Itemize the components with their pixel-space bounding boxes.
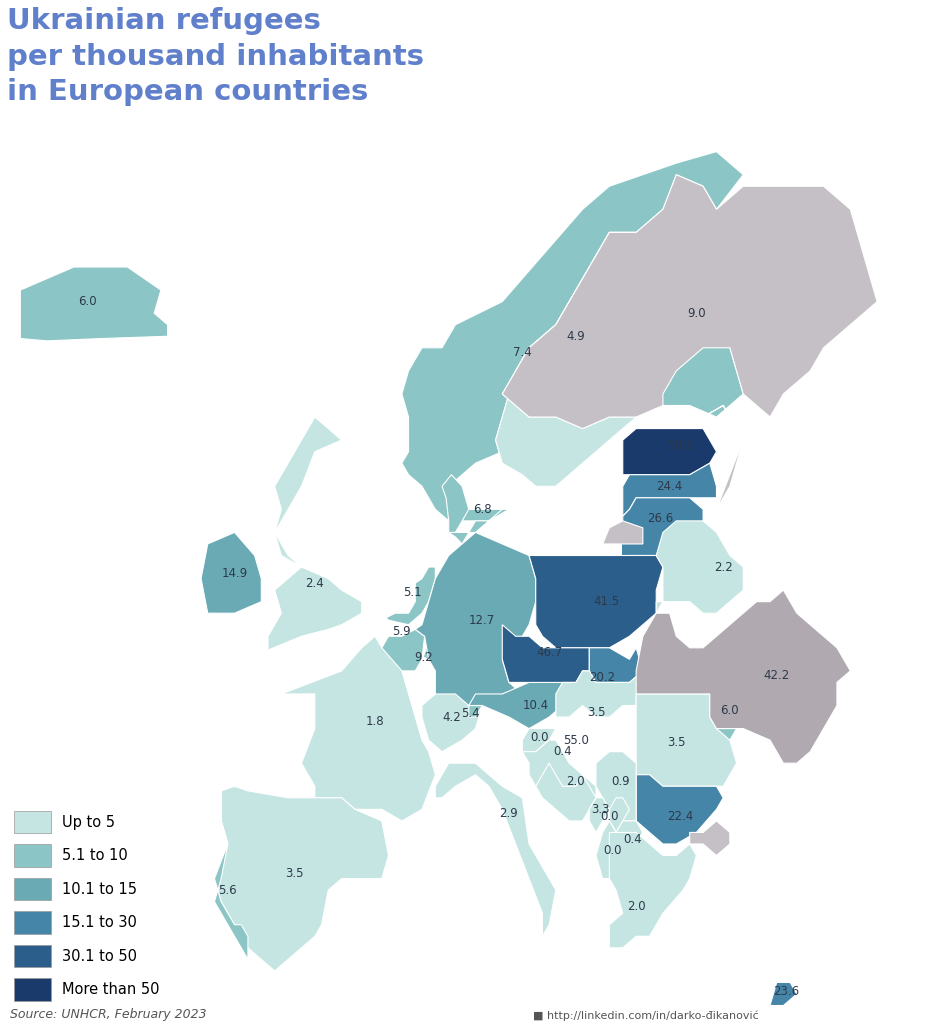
- Text: 9.0: 9.0: [687, 306, 706, 319]
- Polygon shape: [281, 636, 436, 821]
- Polygon shape: [20, 267, 167, 341]
- Text: 0.0: 0.0: [600, 810, 618, 822]
- Polygon shape: [436, 763, 555, 936]
- Polygon shape: [502, 625, 590, 682]
- Polygon shape: [201, 532, 262, 613]
- Polygon shape: [590, 648, 643, 682]
- Polygon shape: [268, 417, 361, 650]
- Polygon shape: [502, 175, 744, 429]
- Polygon shape: [689, 821, 729, 855]
- Polygon shape: [522, 740, 596, 809]
- Text: 3.5: 3.5: [285, 867, 304, 881]
- Text: 3.5: 3.5: [667, 736, 686, 749]
- Text: 26.6: 26.6: [647, 512, 673, 525]
- Polygon shape: [214, 786, 388, 971]
- Legend: Up to 5, 5.1 to 10, 10.1 to 15, 15.1 to 30, 30.1 to 50, More than 50: Up to 5, 5.1 to 10, 10.1 to 15, 15.1 to …: [14, 811, 160, 1000]
- Text: Ukrainian refugees
per thousand inhabitants
in European countries: Ukrainian refugees per thousand inhabita…: [7, 7, 424, 106]
- Polygon shape: [416, 532, 535, 706]
- Text: 24.4: 24.4: [656, 480, 683, 493]
- Polygon shape: [621, 498, 703, 558]
- Polygon shape: [469, 682, 576, 729]
- Text: 0.0: 0.0: [531, 731, 549, 744]
- Text: 1.8: 1.8: [366, 715, 384, 728]
- Polygon shape: [596, 752, 636, 821]
- Polygon shape: [535, 763, 596, 821]
- Polygon shape: [502, 175, 877, 521]
- Polygon shape: [623, 429, 716, 475]
- Polygon shape: [610, 833, 696, 948]
- Text: 4.2: 4.2: [442, 711, 461, 724]
- Polygon shape: [375, 630, 425, 671]
- Text: 5.1: 5.1: [403, 586, 422, 599]
- Text: 7.4: 7.4: [513, 346, 532, 358]
- Text: 2.2: 2.2: [714, 560, 732, 573]
- Text: 42.2: 42.2: [764, 669, 790, 682]
- Polygon shape: [386, 567, 436, 625]
- Polygon shape: [422, 694, 482, 752]
- Text: 12.7: 12.7: [469, 613, 495, 627]
- Polygon shape: [402, 152, 744, 521]
- Polygon shape: [442, 475, 469, 532]
- Polygon shape: [522, 729, 555, 763]
- Polygon shape: [656, 521, 744, 613]
- Polygon shape: [610, 798, 630, 833]
- Text: 0.4: 0.4: [623, 833, 641, 846]
- Text: 4.9: 4.9: [567, 330, 585, 343]
- Polygon shape: [469, 706, 482, 717]
- Text: 20.2: 20.2: [590, 672, 615, 684]
- Text: 22.4: 22.4: [668, 810, 693, 822]
- Text: ■ http://linkedin.com/in/darko-đikanović: ■ http://linkedin.com/in/darko-đikanović: [533, 1011, 758, 1021]
- Polygon shape: [555, 671, 643, 717]
- Text: 5.6: 5.6: [219, 884, 237, 897]
- Text: 55.0: 55.0: [563, 733, 589, 746]
- Text: 2.9: 2.9: [499, 808, 518, 820]
- Text: 0.4: 0.4: [553, 745, 572, 758]
- Text: 46.7: 46.7: [536, 646, 562, 658]
- Polygon shape: [709, 694, 737, 740]
- Text: Source: UNHCR, February 2023: Source: UNHCR, February 2023: [10, 1008, 206, 1021]
- Polygon shape: [610, 821, 643, 844]
- Text: 14.9: 14.9: [222, 567, 247, 581]
- Text: 2.0: 2.0: [567, 775, 585, 788]
- Text: 3.5: 3.5: [587, 706, 605, 719]
- Text: 10.4: 10.4: [523, 699, 549, 712]
- Text: 6.0: 6.0: [721, 703, 739, 717]
- Polygon shape: [623, 463, 716, 516]
- Polygon shape: [590, 798, 610, 833]
- Text: 50.5: 50.5: [668, 439, 693, 453]
- Polygon shape: [214, 791, 248, 959]
- Polygon shape: [449, 509, 509, 544]
- Text: 2.4: 2.4: [305, 577, 324, 590]
- Text: 5.9: 5.9: [393, 625, 411, 638]
- Text: 2.0: 2.0: [627, 900, 646, 912]
- Polygon shape: [636, 775, 723, 844]
- Text: 6.8: 6.8: [473, 503, 492, 516]
- Text: 41.5: 41.5: [593, 595, 620, 608]
- Polygon shape: [596, 821, 623, 879]
- Text: 0.9: 0.9: [611, 775, 630, 788]
- Polygon shape: [529, 555, 663, 648]
- Text: 9.2: 9.2: [414, 650, 433, 664]
- Polygon shape: [603, 521, 643, 544]
- Text: 23.6: 23.6: [773, 985, 799, 998]
- Text: 6.0: 6.0: [78, 295, 97, 308]
- Text: 3.3: 3.3: [591, 803, 610, 816]
- Polygon shape: [636, 694, 737, 786]
- Text: 5.4: 5.4: [461, 708, 479, 720]
- Text: 0.0: 0.0: [603, 845, 621, 857]
- Polygon shape: [636, 590, 850, 763]
- Polygon shape: [489, 232, 716, 521]
- Polygon shape: [770, 982, 797, 1006]
- Polygon shape: [423, 641, 429, 659]
